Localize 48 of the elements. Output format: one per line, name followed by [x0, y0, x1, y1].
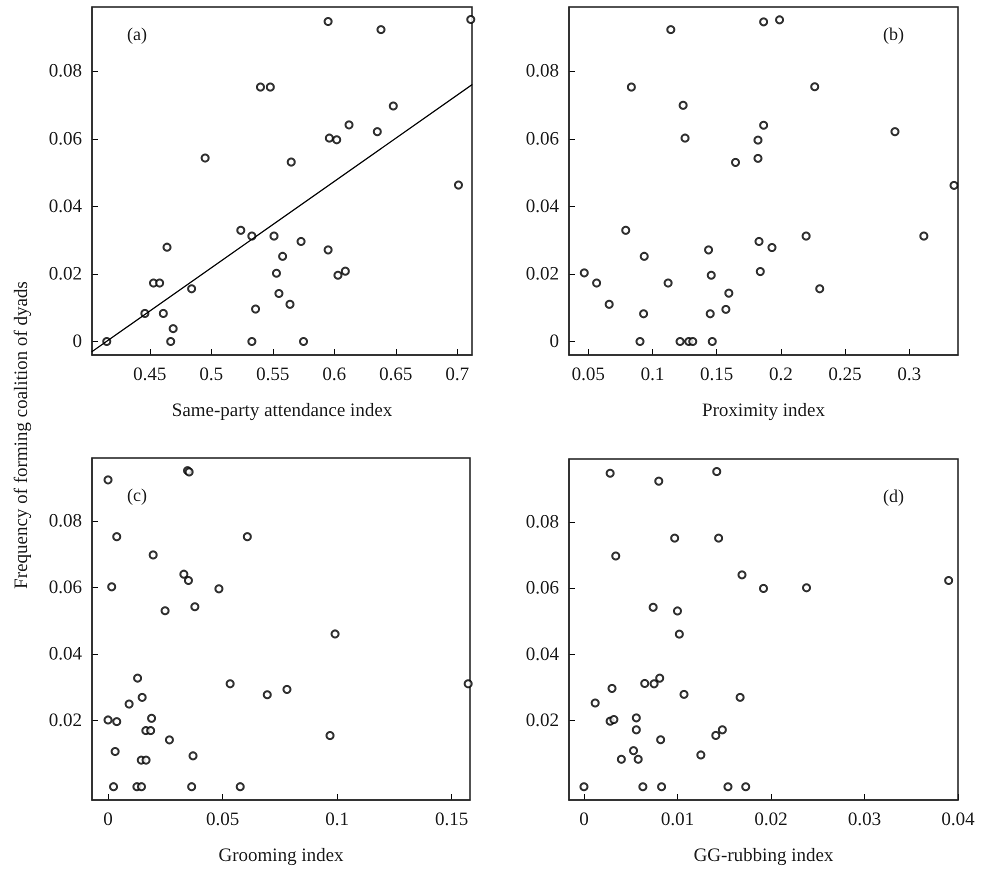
x-tick-label: 0 [103, 809, 113, 830]
y-tick-label: 0.04 [48, 643, 82, 664]
y-tick-label: 0.04 [526, 644, 560, 665]
x-axis-title: GG-rubbing index [694, 845, 834, 866]
x-tick-label: 0.01 [660, 809, 694, 830]
annotation: (d) [883, 486, 904, 506]
y-tick-label: 0.04 [526, 196, 560, 217]
x-tick-label: 0.1 [640, 364, 664, 385]
x-tick-label: 0.05 [572, 364, 605, 385]
annotation: (b) [883, 24, 904, 44]
x-tick-label: 0.65 [379, 364, 412, 385]
y-tick-label: 0.08 [526, 511, 559, 532]
x-tick-label: 0.03 [848, 809, 882, 830]
x-tick-label: 0 [579, 809, 589, 830]
x-tick-label: 0.02 [754, 809, 788, 830]
annotation: (c) [127, 485, 147, 505]
y-tick-label: 0.08 [48, 60, 82, 82]
x-tick-label: 0.1 [325, 809, 349, 830]
y-tick-label: 0.02 [48, 263, 82, 284]
x-tick-label: 0.15 [435, 809, 468, 830]
x-axis-title: Grooming index [218, 845, 344, 866]
x-tick-label: 0.55 [256, 364, 290, 385]
y-axis-title: Frequency of forming coalition of dyads [11, 281, 33, 589]
x-tick-label: 0.7 [445, 364, 470, 385]
x-axis-title: Proximity index [702, 400, 826, 421]
x-tick-label: 0.2 [768, 364, 793, 385]
y-tick-label: 0.06 [526, 578, 559, 599]
x-tick-label: 0.6 [322, 364, 346, 385]
y-tick-label: 0 [72, 330, 82, 352]
x-tick-label: 0.45 [133, 364, 166, 385]
y-tick-label: 0 [550, 330, 559, 352]
x-tick-label: 0.3 [897, 364, 922, 385]
x-tick-label: 0.04 [941, 809, 976, 830]
x-tick-label: 0.5 [199, 364, 224, 385]
x-tick-label: 0.15 [700, 364, 734, 385]
y-tick-label: 0.02 [526, 710, 559, 732]
y-tick-label: 0.02 [526, 263, 559, 284]
y-tick-label: 0.02 [48, 710, 82, 731]
y-tick-label: 0.06 [48, 576, 82, 598]
x-tick-label: 0.05 [206, 809, 240, 830]
y-tick-label: 0.06 [48, 128, 82, 150]
annotation: (a) [127, 24, 147, 44]
x-axis-title: Same-party attendance index [172, 400, 393, 421]
y-tick-label: 0.08 [48, 510, 82, 532]
y-tick-label: 0.04 [48, 196, 82, 217]
y-tick-label: 0.08 [526, 60, 559, 82]
x-tick-label: 0.25 [828, 364, 862, 385]
y-tick-label: 0.06 [526, 128, 559, 150]
